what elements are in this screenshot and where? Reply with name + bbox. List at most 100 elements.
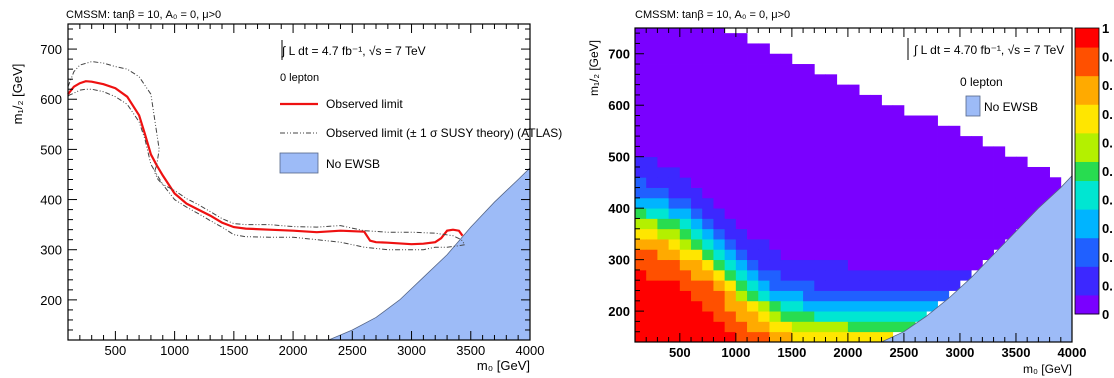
heatmap-cell (713, 331, 726, 343)
heatmap-cell (948, 125, 961, 137)
heatmap-cell (724, 105, 737, 116)
heatmap-cell (724, 249, 737, 261)
heatmap-cell (881, 177, 894, 188)
heatmap-cell (635, 166, 647, 178)
heatmap-cell (903, 156, 916, 168)
heatmap-cell (825, 259, 838, 271)
heatmap-cell (668, 28, 681, 34)
heatmap-cell (859, 259, 871, 271)
heatmap-cell (870, 146, 882, 158)
heatmap-cell (836, 290, 849, 302)
observed-limit-band-line (67, 61, 466, 251)
channel-label: 0 lepton (960, 75, 1003, 89)
heatmap-cell (646, 259, 658, 271)
heatmap-cell (825, 311, 838, 322)
heatmap-cell (959, 146, 972, 158)
heatmap-cell (657, 187, 670, 199)
heatmap-cell (870, 290, 882, 302)
heatmap-cell (724, 166, 737, 178)
heatmap-cell (881, 228, 894, 240)
heatmap-cell (825, 94, 838, 106)
heatmap-cell (668, 84, 681, 96)
heatmap-cell (646, 115, 658, 127)
heatmap-cell (657, 269, 670, 281)
heatmap-cell (903, 208, 916, 219)
heatmap-cell (780, 269, 793, 281)
heatmap-cell (836, 239, 849, 250)
heatmap-cell (735, 218, 748, 230)
heatmap-cell (993, 177, 1006, 188)
heatmap-cell (847, 197, 860, 209)
heatmap-cell (735, 115, 748, 127)
heatmap-cell (780, 300, 793, 312)
heatmap-cell (646, 208, 658, 219)
colorbar-segment (1075, 171, 1099, 182)
colorbar-tick-label: 0. (1102, 107, 1113, 122)
heatmap-cell (859, 146, 871, 158)
heatmap-cell (859, 228, 871, 240)
colorbar-segment (1075, 304, 1099, 315)
heatmap-cell (679, 166, 692, 178)
heatmap-cell (959, 249, 972, 261)
heatmap-cell (679, 74, 692, 86)
heatmap-cell (959, 259, 972, 271)
heatmap-cell (702, 239, 714, 250)
heatmap-cell (735, 228, 748, 240)
heatmap-cell (780, 136, 793, 147)
heatmap-cell (635, 280, 647, 291)
heatmap-cell (657, 146, 670, 158)
heatmap-cell (971, 197, 983, 209)
heatmap-cell (679, 64, 692, 75)
heatmap-cell (926, 177, 938, 188)
heatmap-cell (668, 197, 681, 209)
heatmap-cell (937, 249, 950, 261)
heatmap-cell (758, 156, 770, 168)
colorbar-segment (1075, 104, 1099, 115)
heatmap-cell (814, 239, 826, 250)
heatmap-cell (758, 177, 770, 188)
heatmap-cell (948, 259, 961, 271)
heatmap-cell (735, 53, 748, 65)
heatmap-cell (859, 166, 871, 178)
heatmap-cell (993, 208, 1006, 219)
heatmap-cell (814, 84, 826, 96)
heatmap-cell (937, 228, 950, 240)
heatmap-cell (982, 239, 994, 250)
heatmap-cell (646, 177, 658, 188)
heatmap-cell (1015, 156, 1028, 168)
heatmap-cell (814, 197, 826, 209)
heatmap-cell (859, 321, 871, 333)
heatmap-cell (702, 74, 714, 86)
heatmap-cell (814, 269, 826, 281)
heatmap-cell (814, 321, 826, 333)
heatmap-cell (713, 166, 726, 178)
y-tick-label: 400 (40, 193, 62, 208)
heatmap-cell (814, 177, 826, 188)
heatmap-cell (881, 321, 894, 333)
heatmap-cell (870, 166, 882, 178)
heatmap-cell (657, 331, 670, 343)
heatmap-cell (679, 115, 692, 127)
heatmap-cell (937, 290, 950, 302)
heatmap-cell (735, 43, 748, 55)
heatmap-cell (836, 156, 849, 168)
heatmap-cell (926, 259, 938, 271)
heatmap-cell (791, 187, 804, 199)
heatmap-cell (791, 125, 804, 137)
heatmap-cell (713, 218, 726, 230)
heatmap-cell (803, 166, 815, 178)
heatmap-cell (679, 249, 692, 261)
colorbar-segment (1075, 199, 1099, 210)
heatmap-cell (803, 115, 815, 127)
heatmap-cell (691, 321, 703, 333)
heatmap-cell (735, 136, 748, 147)
heatmap-cell (657, 280, 670, 291)
heatmap-cell (769, 239, 782, 250)
heatmap-cell (635, 249, 647, 261)
heatmap-cell (870, 218, 882, 230)
heatmap-cell (881, 311, 894, 322)
heatmap-cell (870, 269, 882, 281)
colorbar-segment (1075, 123, 1099, 134)
colorbar-segment (1075, 228, 1099, 239)
